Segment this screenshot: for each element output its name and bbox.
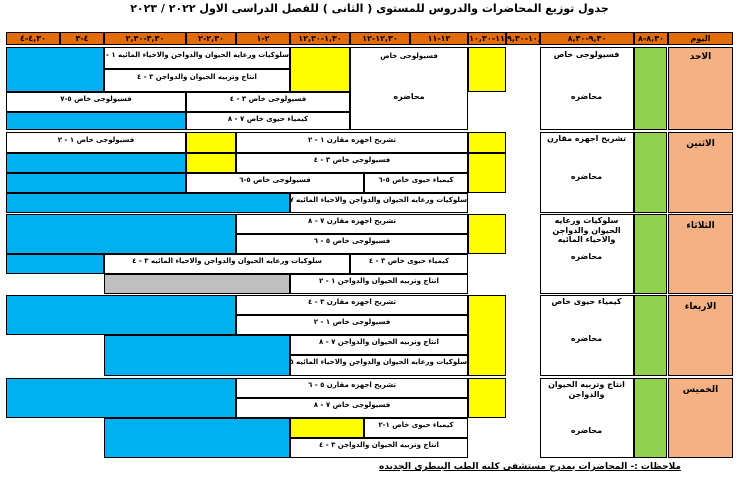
thu-r4: انتاج وتربيه الحيوان والدواجن ٣ - ٤: [290, 438, 468, 458]
sun-r4: كيمياء حيوى خاص ٧ - ٨: [186, 112, 350, 130]
wed-r3: انتاج وتربيه الحيوان والدواجن ٧ - ٨: [290, 335, 468, 355]
mon-r3b: فسيولوجى خاص ٥-٦: [186, 173, 364, 193]
thu-yellow-a: [468, 378, 506, 418]
tue-gray: [104, 274, 290, 294]
wed-lecture: محاضره: [570, 334, 603, 343]
mon-r1: تشريح اجهزه مقارن ١ - ٢: [236, 132, 468, 153]
tue-blue-a: [6, 214, 236, 254]
notes: ملاحظات :- المحاضرات بمدرج مستشفى كليه ا…: [379, 462, 681, 472]
frame-thu-subject: [540, 378, 634, 458]
wed-r2: فسيولوجى خاص ١ - ٢: [236, 315, 468, 335]
day-thu-label: الخميس: [682, 385, 719, 395]
frame-wed-subject: [540, 295, 634, 376]
tue-lecture: محاضره: [570, 252, 603, 261]
day-thu: الخميس: [668, 378, 733, 458]
thu-yellow-b: [290, 418, 364, 438]
wed-yellow: [468, 295, 506, 376]
header-slot-11: ٤-٣: [60, 32, 104, 45]
tue-blue-b: [6, 254, 104, 274]
thu-lecture: محاضره: [570, 426, 603, 435]
mon-r1b: فسيولوجى خاص ١ - ٢: [6, 132, 186, 153]
mon-yellow-b: [186, 132, 236, 153]
mon-subject: تشريح اجهزه مقارن: [546, 134, 627, 143]
sun-yellow-b: [290, 47, 350, 92]
mon-r3a: كيمياء حيوى خاص ٥-٦: [364, 173, 468, 193]
sun-yellow-a: [468, 47, 506, 92]
day-wed-label: الاربعاء: [684, 302, 717, 312]
sun-r3b: فسيولوجى خاص ٥-٧: [6, 92, 186, 112]
day-sun: الاحد: [668, 47, 733, 130]
thu-subject: انتاج وتربيه الحيوان والدواجن: [548, 380, 625, 399]
frame-tue-subject: [540, 214, 634, 294]
page-title: جدول توزيع المحاضرات والدروس للمستوى ( ا…: [130, 2, 609, 15]
frame-sun-subject: [540, 47, 634, 130]
day-sun-label: الاحد: [689, 52, 712, 62]
header-slot-5: ١٢-١١: [410, 32, 468, 45]
sun-subject: فسيولوجى خاص: [553, 50, 620, 59]
sun-mid: [350, 47, 468, 130]
header-slot-12: ٤,٣٠-٤: [6, 32, 60, 45]
mon-blue-b: [6, 173, 186, 193]
mon-yellow-a: [468, 132, 506, 153]
header-slot-6: ١٢,٣٠-١٢: [350, 32, 410, 45]
sun-r3a: فسيولوجى خاص ٣ - ٤: [186, 92, 350, 112]
sun-blue-b: [6, 112, 186, 130]
green-wed: [634, 295, 667, 376]
sun-blue-a: [6, 47, 104, 92]
green-thu: [634, 378, 667, 458]
tue-r4: انتاج وتربيه الحيوان والدواجن ١ - ٢: [290, 274, 468, 294]
tue-r2: فسيولوجى خاص ٥ - ٦: [236, 234, 468, 254]
green-tue: [634, 214, 667, 294]
sun-r1: سلوكيات ورعايه الحيوان والدواجن والاحياء…: [104, 47, 290, 69]
header-slot-1: ٨,٣٠-٨: [634, 32, 668, 45]
tue-r3a: كيمياء حيوى خاص ٣ - ٤: [350, 254, 468, 274]
header-slot-2: ٩,٣٠-٨,٣٠: [540, 32, 634, 45]
tue-yellow-a: [468, 214, 506, 254]
mon-blue-a: [6, 153, 186, 173]
mon-r2: فسيولوجى خاص ٣ - ٤: [236, 153, 468, 173]
wed-blue-b: [104, 335, 290, 376]
thu-r1: تشريح اجهزه مقارن ٥ - ٦: [236, 378, 468, 398]
sun-mid-lecture: محاضره: [393, 92, 425, 101]
day-tue-label: الثلاثاء: [686, 221, 715, 231]
green-sun: [634, 47, 667, 130]
header-slot-8: ٢-١: [236, 32, 290, 45]
header-slot-9: ٢,٣٠-٢: [186, 32, 236, 45]
thu-blue-a: [6, 378, 236, 418]
frame-mon-subject: [540, 132, 634, 213]
green-mon: [634, 132, 667, 213]
wed-r4: سلوكيات ورعايه الحيوان والدواجن والاحياء…: [290, 355, 468, 376]
tue-r3b: سلوكيات ورعايه الحيوان والدواجن والاحياء…: [104, 254, 350, 274]
wed-r1: تشريح اجهزه مقارن ٣ - ٤: [236, 295, 468, 315]
wed-subject: كيمياء حيوى خاص: [551, 297, 622, 306]
sun-mid-subject: فسيولوجى خاص: [380, 52, 438, 60]
day-mon-label: الاثنين: [686, 139, 715, 149]
tue-r1: تشريح اجهزه مقارن ٧ - ٨: [236, 214, 468, 234]
header-slot-4: ١١-١٠,٣٠: [468, 32, 506, 45]
day-mon: الاثنين: [668, 132, 733, 213]
sun-r2: انتاج وتربيه الحيوان والدواجن ٣ - ٤: [104, 69, 290, 92]
mon-blue-c: [6, 193, 290, 213]
header-slot-10: ٣,٣٠-٢,٣٠: [104, 32, 186, 45]
thu-blue-b: [104, 418, 290, 458]
day-wed: الاربعاء: [668, 295, 733, 376]
header-slot-7: ١,٣٠-١٢,٣٠: [290, 32, 350, 45]
mon-lecture: محاضره: [570, 172, 603, 181]
mon-yellow-c: [186, 153, 236, 173]
mon-yellow-d: [468, 153, 506, 193]
header-slot-3: ١٠,٣٠-٩,٣٠: [506, 32, 540, 45]
thu-r3: كيمياء حيوى خاص ١-٢: [364, 418, 468, 438]
mon-r4: سلوكيات ورعايه الحيوان والدواجن والاحياء…: [290, 193, 468, 213]
header-day: اليوم: [668, 32, 733, 45]
sun-lecture: محاضره: [570, 92, 603, 101]
tue-subject: سلوكيات ورعايه الحيوان والدواجن والاحياء…: [552, 216, 621, 245]
day-tue: الثلاثاء: [668, 214, 733, 294]
wed-blue-a: [6, 295, 236, 335]
thu-r2: فسيولوجى خاص ٧ - ٨: [236, 398, 468, 418]
